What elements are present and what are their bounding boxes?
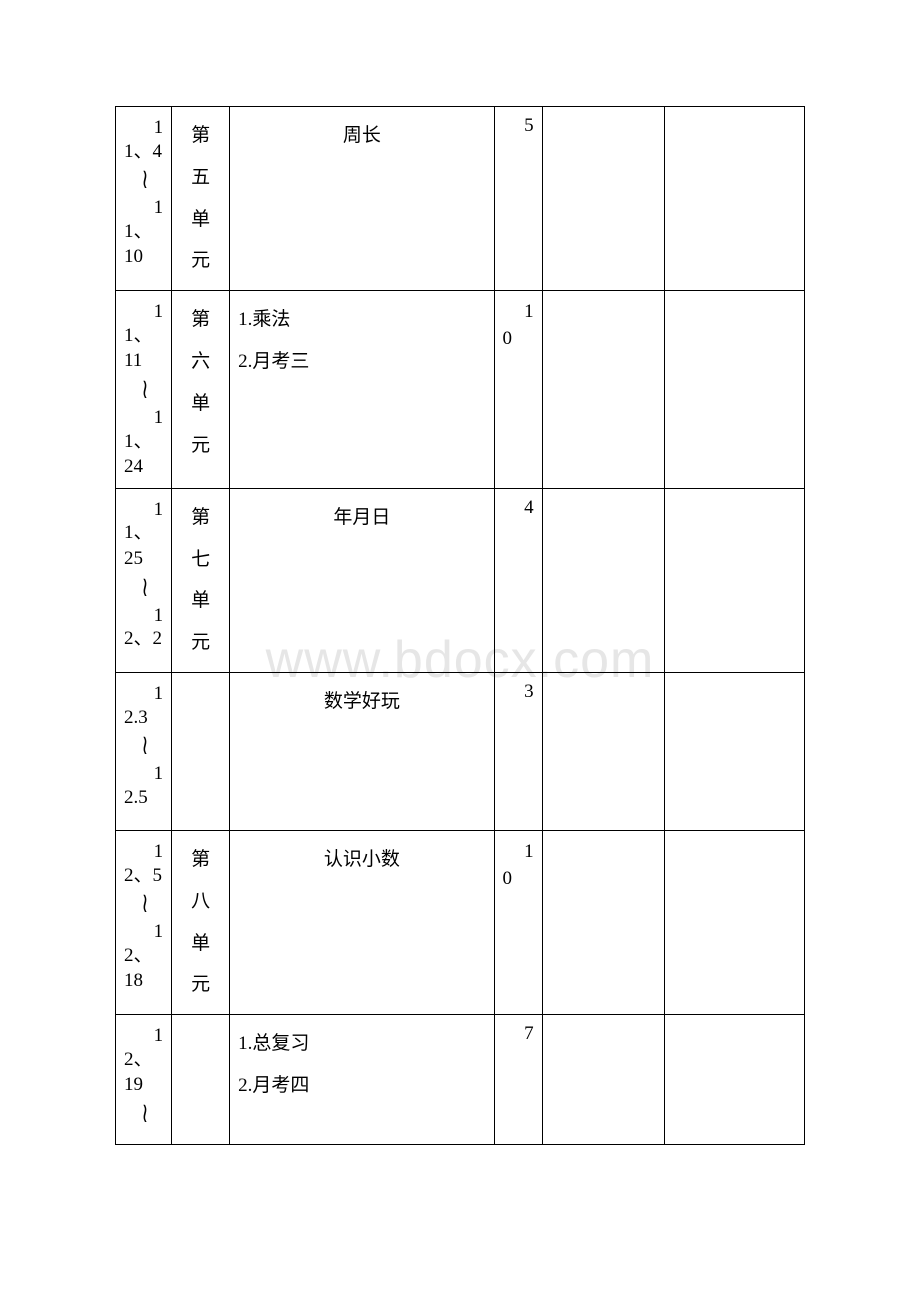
empty-cell: [664, 831, 804, 1015]
unit-cell: 第 五 单 元: [172, 107, 230, 291]
empty-cell: [542, 673, 664, 831]
empty-cell: [542, 1015, 664, 1145]
date-end-rest: 2、18: [124, 943, 163, 994]
unit-char: 第: [180, 115, 221, 157]
content-line: 数学好玩: [324, 691, 400, 712]
table-body: 1 1、4 ⁓ 1 1、10 第 五 单 元 周长 5: [116, 107, 805, 1145]
content-line: 2.月考四: [238, 1065, 485, 1107]
date-cell: 1 1、25 ⁓ 1 2、2: [116, 488, 172, 672]
content-cell: 数学好玩: [230, 673, 494, 831]
date-end-rest: 2、2: [124, 626, 163, 652]
date-start-rest: 1、11: [124, 323, 163, 374]
num-cell: 4: [494, 488, 542, 672]
date-start-sup: 1: [124, 839, 163, 865]
table-row: 1 1、11 ⁓ 1 1、24 第 六 单 元 1.乘法 2.月考三 1: [116, 291, 805, 489]
unit-char: 五: [180, 157, 221, 199]
num-cell: 5: [494, 107, 542, 291]
num-cell: 1 0: [494, 291, 542, 489]
unit-cell: [172, 673, 230, 831]
date-sep: ⁓: [132, 370, 155, 409]
content-line: 年月日: [333, 507, 390, 528]
date-end-sup: 1: [124, 761, 163, 787]
unit-cell: 第 六 单 元: [172, 291, 230, 489]
content-cell: 周长: [230, 107, 494, 291]
num-cell: 3: [494, 673, 542, 831]
unit-char: 元: [180, 240, 221, 282]
date-sep: ⁓: [132, 1094, 155, 1133]
num-cell: 7: [494, 1015, 542, 1145]
date-start-sup: 1: [124, 681, 163, 707]
date-cell: 1 1、4 ⁓ 1 1、10: [116, 107, 172, 291]
unit-char: 第: [180, 299, 221, 341]
empty-cell: [664, 488, 804, 672]
unit-char: 八: [180, 881, 221, 923]
unit-char: 第: [180, 497, 221, 539]
empty-cell: [542, 488, 664, 672]
unit-char: 七: [180, 539, 221, 581]
date-end-rest: 1、24: [124, 429, 163, 480]
unit-cell: 第 八 单 元: [172, 831, 230, 1015]
content-cell: 1.乘法 2.月考三: [230, 291, 494, 489]
date-start-sup: 1: [124, 497, 163, 523]
table-row: 1 2、19 ⁓ 1.总复习 2.月考四 7: [116, 1015, 805, 1145]
date-start-sup: 1: [124, 299, 163, 325]
table-row: 1 1、25 ⁓ 1 2、2 第 七 单 元 年月日 4: [116, 488, 805, 672]
num-top-digit: 1: [503, 839, 534, 866]
unit-char: 六: [180, 341, 221, 383]
date-cell: 1 2.3 ⁓ 1 2.5: [116, 673, 172, 831]
empty-cell: [542, 291, 664, 489]
schedule-table: 1 1、4 ⁓ 1 1、10 第 五 单 元 周长 5: [115, 106, 805, 1145]
date-sep: ⁓: [132, 568, 155, 607]
empty-cell: [664, 291, 804, 489]
date-start-rest: 1、25: [124, 520, 163, 571]
empty-cell: [542, 107, 664, 291]
content-cell: 年月日: [230, 488, 494, 672]
date-cell: 1 2、19 ⁓: [116, 1015, 172, 1145]
content-line: 1.乘法: [238, 299, 485, 341]
table-row: 1 2.3 ⁓ 1 2.5 数学好玩 3: [116, 673, 805, 831]
content-cell: 1.总复习 2.月考四: [230, 1015, 494, 1145]
date-end-rest: 2.5: [124, 785, 163, 811]
content-line: 周长: [343, 125, 381, 146]
unit-cell: [172, 1015, 230, 1145]
unit-char: 元: [180, 425, 221, 467]
unit-char: 单: [180, 580, 221, 622]
date-cell: 1 1、11 ⁓ 1 1、24: [116, 291, 172, 489]
empty-cell: [664, 1015, 804, 1145]
content-cell: 认识小数: [230, 831, 494, 1015]
date-sep: ⁓: [132, 884, 155, 923]
content-line: 1.总复习: [238, 1023, 485, 1065]
date-end-rest: 1、10: [124, 219, 163, 270]
unit-char: 元: [180, 964, 221, 1006]
unit-char: 第: [180, 839, 221, 881]
unit-char: 元: [180, 622, 221, 664]
empty-cell: [664, 673, 804, 831]
num-cell: 1 0: [494, 831, 542, 1015]
num-bottom-digit: 0: [503, 866, 534, 893]
table-row: 1 1、4 ⁓ 1 1、10 第 五 单 元 周长 5: [116, 107, 805, 291]
unit-char: 单: [180, 199, 221, 241]
unit-char: 单: [180, 923, 221, 965]
date-sep: ⁓: [132, 726, 155, 765]
num-bottom-digit: 0: [503, 326, 534, 353]
empty-cell: [664, 107, 804, 291]
date-sep: ⁓: [132, 160, 155, 199]
content-line: 2.月考三: [238, 341, 485, 383]
unit-cell: 第 七 单 元: [172, 488, 230, 672]
empty-cell: [542, 831, 664, 1015]
date-cell: 1 2、5 ⁓ 1 2、18: [116, 831, 172, 1015]
date-start-rest: 2、19: [124, 1047, 163, 1098]
date-start-sup: 1: [124, 1023, 163, 1049]
date-start-sup: 1: [124, 115, 163, 141]
content-line: 认识小数: [324, 849, 400, 870]
unit-char: 单: [180, 383, 221, 425]
date-end-sup: 1: [124, 919, 163, 945]
num-top-digit: 1: [503, 299, 534, 326]
table-row: 1 2、5 ⁓ 1 2、18 第 八 单 元 认识小数 1 0: [116, 831, 805, 1015]
